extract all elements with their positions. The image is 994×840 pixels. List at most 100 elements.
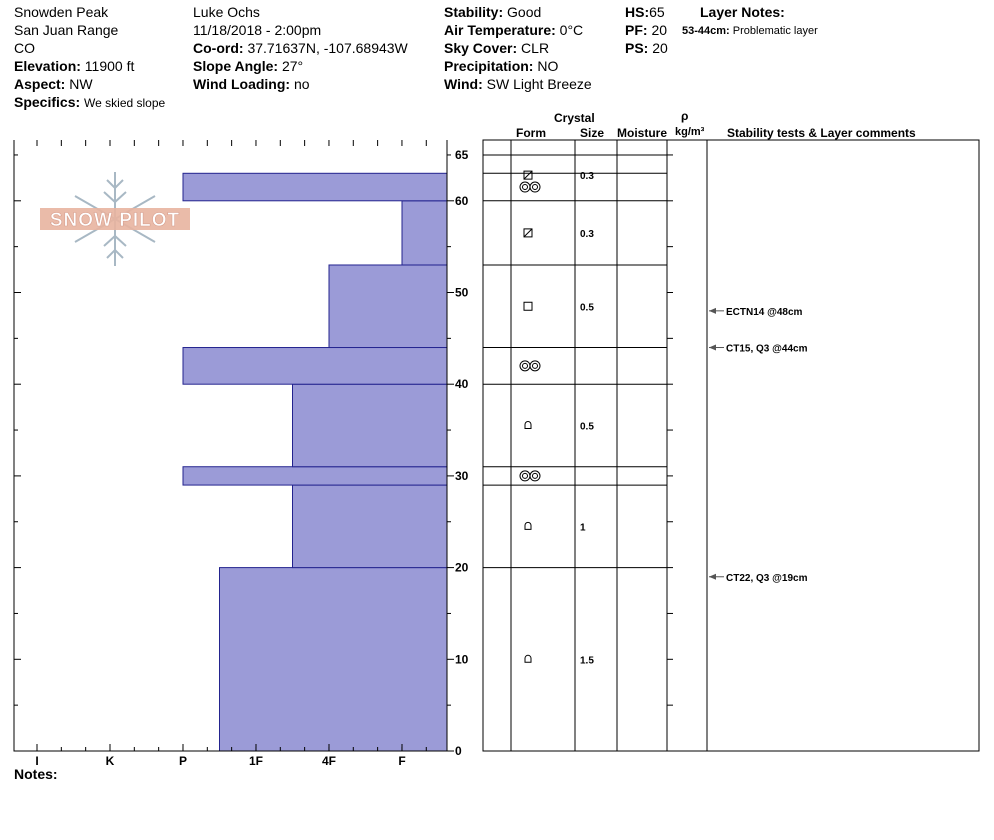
slash-stroke xyxy=(523,170,533,180)
wind: Wind: SW Light Breeze xyxy=(444,76,592,92)
pf-label: PF: xyxy=(625,22,648,38)
y-tick-label: 10 xyxy=(455,652,469,666)
y-tick-label: 30 xyxy=(455,469,469,483)
y-tick-label: 20 xyxy=(455,561,469,575)
ring-outer xyxy=(529,181,541,193)
specifics: Specifics: We skied slope xyxy=(14,94,165,111)
y-tick-label: 40 xyxy=(455,377,469,391)
location: Snowden Peak xyxy=(14,4,109,20)
hs-label: HS: xyxy=(625,4,650,20)
hardness-bar-0 xyxy=(219,567,448,752)
y-tick-label: 50 xyxy=(455,286,469,300)
crystal-square-icon xyxy=(523,301,533,311)
ps: PS: 20 xyxy=(625,40,668,56)
aspect: Aspect: NW xyxy=(14,76,93,92)
ring-inner xyxy=(532,472,538,479)
elevation: Elevation: 11900 ft xyxy=(14,58,134,74)
slope-angle: Slope Angle: 27° xyxy=(193,58,303,74)
stability-header: Stability tests & Layer comments xyxy=(727,126,916,140)
specifics-value: We skied slope xyxy=(84,96,166,110)
pf: PF: 20 xyxy=(625,22,667,38)
stability-value: Good xyxy=(507,4,542,20)
ring-inner xyxy=(532,184,538,191)
elevation-label: Elevation: xyxy=(14,58,81,74)
crystal-cup-icon xyxy=(524,421,532,429)
coord-value: 37.71637N, -107.68943W xyxy=(247,40,408,56)
ring-inner xyxy=(522,362,528,369)
crystal-size-label: 0.5 xyxy=(580,302,594,313)
ps-value: 20 xyxy=(652,40,668,56)
y-tick-label: 65 xyxy=(455,148,469,162)
y-tick-label: 0 xyxy=(455,744,462,758)
test-label: CT15, Q3 @44cm xyxy=(726,344,808,355)
stability-label: Stability: xyxy=(444,4,504,20)
test-arrow-icon xyxy=(709,344,716,351)
ring-inner xyxy=(532,362,538,369)
crystal-size-label: 0.3 xyxy=(580,229,594,240)
test-arrow-icon xyxy=(709,573,716,580)
air-temperature: Air Temperature: 0°C xyxy=(444,22,583,38)
crystal-size-label: 1 xyxy=(580,522,586,533)
coord-label: Co-ord: xyxy=(193,40,244,56)
crystal-size-label: 1.5 xyxy=(580,655,594,666)
ring-outer xyxy=(529,360,541,372)
wind-loading: Wind Loading: no xyxy=(193,76,310,92)
observer: Luke Ochs xyxy=(193,4,260,20)
pf-value: 20 xyxy=(651,22,668,38)
box-slash-icon xyxy=(523,228,533,238)
x-tick-label: P xyxy=(179,754,187,768)
hardness-bar-6 xyxy=(401,200,448,266)
stability: Stability: Good xyxy=(444,4,541,20)
crystal-size-label: 0.3 xyxy=(580,171,594,182)
crystal-box-slash-icon xyxy=(523,228,533,238)
x-tick-label: 1F xyxy=(249,754,263,768)
height-axis: 0 10 20 30 40 50 60 65 xyxy=(14,140,469,758)
aspect-label: Aspect: xyxy=(14,76,66,92)
x-tick-label: 4F xyxy=(322,754,336,768)
crystal-box-slash-icon xyxy=(523,170,533,180)
y-tick-label: 60 xyxy=(455,194,469,208)
crystal-double-ring-icon xyxy=(519,360,541,372)
slope-label: Slope Angle: xyxy=(193,58,279,74)
size-header: Size xyxy=(580,126,605,140)
ps-label: PS: xyxy=(625,40,649,56)
square-icon xyxy=(523,301,533,311)
layer-table xyxy=(482,139,980,752)
wind-loading-label: Wind Loading: xyxy=(193,76,291,92)
crystal-cup-icon xyxy=(524,654,532,663)
notes-label: Notes: xyxy=(14,766,58,782)
table-border xyxy=(482,139,980,752)
sky-cover: Sky Cover: CLR xyxy=(444,40,549,56)
air-temp-value: 0°C xyxy=(559,22,584,38)
hardness-bar-5 xyxy=(328,264,448,349)
layer-note-text: Problematic layer xyxy=(732,25,818,37)
crystal-cup-icon xyxy=(524,521,532,530)
hardness-bar-4 xyxy=(182,347,448,385)
crystal-forms: 0.3 0.3 0.5 0.5 1 1.5 xyxy=(519,170,594,666)
elevation-value: 11900 ft xyxy=(84,58,135,74)
sky-label: Sky Cover: xyxy=(444,40,518,56)
layer-note-range: 53-44cm: xyxy=(682,25,730,37)
x-tick-label: F xyxy=(398,754,405,768)
sky-value: CLR xyxy=(521,40,550,56)
hardness-bar-3 xyxy=(292,383,448,468)
box-slash-icon xyxy=(523,170,533,180)
logo-text: SNOW PILOT xyxy=(50,210,180,231)
ring-inner xyxy=(522,472,528,479)
graph-border xyxy=(13,140,448,752)
hardness-bar-7 xyxy=(182,172,448,202)
ring-outer xyxy=(529,470,541,482)
test-label: CT22, Q3 @19cm xyxy=(726,573,808,584)
test-arrow-icon xyxy=(709,307,716,314)
precip-value: NO xyxy=(537,58,559,74)
aspect-value: NW xyxy=(69,76,93,92)
datetime: 11/18/2018 - 2:00pm xyxy=(193,22,322,38)
specifics-label: Specifics: xyxy=(14,94,81,110)
precip-label: Precipitation: xyxy=(444,58,534,74)
crystal-header: Crystal xyxy=(554,111,595,125)
cup-icon xyxy=(524,421,532,429)
wind-value: SW Light Breeze xyxy=(486,76,592,92)
slope-value: 27° xyxy=(281,58,304,74)
snow-pilot-logo: SNOW PILOT xyxy=(40,172,190,266)
